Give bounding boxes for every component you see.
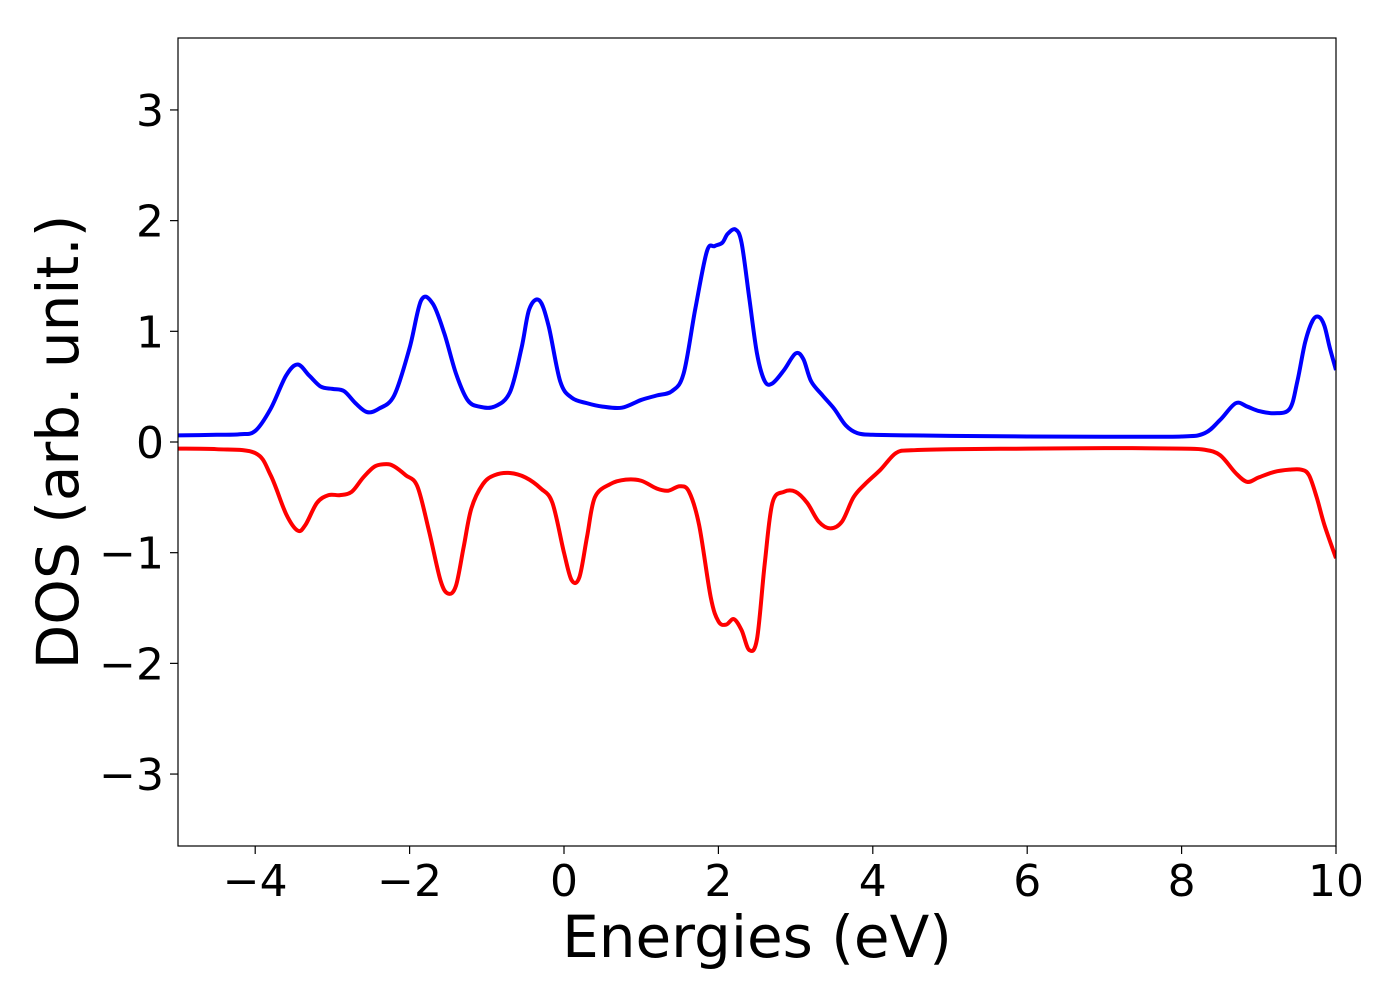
y-tick-label: 0 [136,418,164,469]
x-tick-label: 10 [1308,856,1364,907]
series-layer [178,227,1336,654]
y-tick-label: 1 [136,307,164,358]
y-tick-label: −3 [99,750,164,801]
x-tick-label: −2 [377,856,442,907]
y-axis-title: DOS (arb. unit.) [24,215,92,670]
y-tick-label: 2 [136,197,164,248]
plot-frame [177,37,1337,847]
x-tick-label: 4 [859,856,887,907]
x-tick-label: 6 [1013,856,1041,907]
tick-layer: −4 −2 0 2 4 6 8 10 −3 −2 −1 0 1 2 3 [99,86,1364,907]
series-line-1 [178,227,1336,439]
x-tick-label: 2 [704,856,732,907]
x-axis-title: Energies (eV) [562,903,952,971]
x-tick-label: 8 [1168,856,1196,907]
y-tick-label: −1 [99,529,164,580]
x-tick-label: 0 [550,856,578,907]
y-tick-label: −2 [99,639,164,690]
plot-area [178,38,1336,846]
series-line-2 [178,446,1336,654]
x-tick-label: −4 [223,856,288,907]
y-tick-label: 3 [136,86,164,137]
